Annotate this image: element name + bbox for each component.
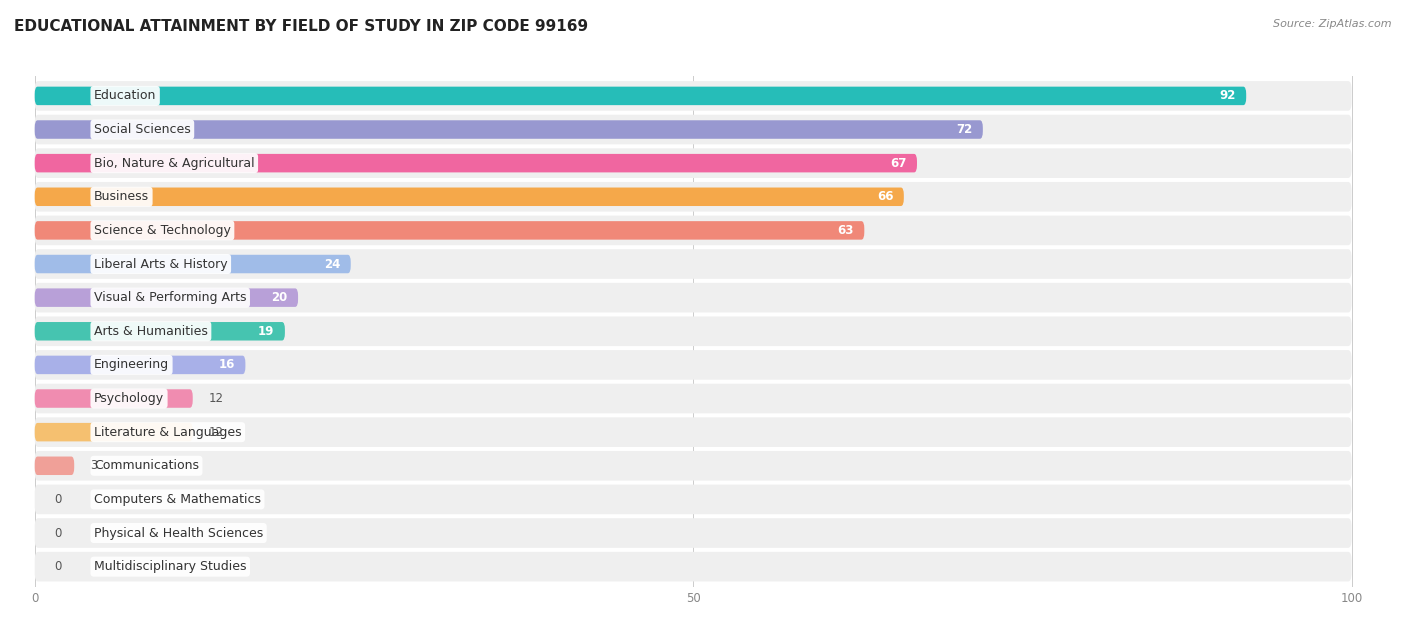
FancyBboxPatch shape	[35, 154, 917, 172]
Text: Bio, Nature & Agricultural: Bio, Nature & Agricultural	[94, 156, 254, 170]
Text: Business: Business	[94, 191, 149, 203]
FancyBboxPatch shape	[35, 389, 193, 408]
Text: Engineering: Engineering	[94, 358, 169, 372]
Text: 72: 72	[956, 123, 973, 136]
Text: Science & Technology: Science & Technology	[94, 224, 231, 237]
FancyBboxPatch shape	[35, 317, 1351, 346]
Text: 19: 19	[257, 325, 274, 338]
FancyBboxPatch shape	[35, 451, 1351, 481]
FancyBboxPatch shape	[35, 552, 1351, 581]
FancyBboxPatch shape	[35, 255, 350, 273]
Text: Multidisciplinary Studies: Multidisciplinary Studies	[94, 560, 246, 573]
Text: 0: 0	[55, 526, 62, 540]
FancyBboxPatch shape	[35, 148, 1351, 178]
FancyBboxPatch shape	[35, 288, 298, 307]
Text: Source: ZipAtlas.com: Source: ZipAtlas.com	[1274, 19, 1392, 29]
Text: 92: 92	[1219, 90, 1236, 102]
Text: 12: 12	[208, 392, 224, 405]
Text: 67: 67	[890, 156, 907, 170]
Text: Liberal Arts & History: Liberal Arts & History	[94, 257, 228, 271]
FancyBboxPatch shape	[35, 384, 1351, 413]
Text: 0: 0	[55, 493, 62, 506]
Text: Psychology: Psychology	[94, 392, 165, 405]
FancyBboxPatch shape	[35, 121, 983, 139]
FancyBboxPatch shape	[35, 356, 246, 374]
Text: Education: Education	[94, 90, 156, 102]
FancyBboxPatch shape	[35, 518, 1351, 548]
Text: 66: 66	[877, 191, 893, 203]
Text: 12: 12	[208, 426, 224, 439]
FancyBboxPatch shape	[35, 182, 1351, 211]
FancyBboxPatch shape	[35, 417, 1351, 447]
FancyBboxPatch shape	[35, 283, 1351, 312]
FancyBboxPatch shape	[35, 221, 865, 240]
FancyBboxPatch shape	[35, 187, 904, 206]
FancyBboxPatch shape	[35, 115, 1351, 144]
Text: EDUCATIONAL ATTAINMENT BY FIELD OF STUDY IN ZIP CODE 99169: EDUCATIONAL ATTAINMENT BY FIELD OF STUDY…	[14, 19, 588, 34]
Text: 0: 0	[55, 560, 62, 573]
FancyBboxPatch shape	[35, 249, 1351, 279]
Text: 16: 16	[218, 358, 235, 372]
FancyBboxPatch shape	[35, 423, 193, 442]
Text: Computers & Mathematics: Computers & Mathematics	[94, 493, 262, 506]
Text: Visual & Performing Arts: Visual & Performing Arts	[94, 291, 246, 304]
Text: Social Sciences: Social Sciences	[94, 123, 191, 136]
Text: Arts & Humanities: Arts & Humanities	[94, 325, 208, 338]
Text: 20: 20	[271, 291, 288, 304]
FancyBboxPatch shape	[35, 350, 1351, 380]
Text: Physical & Health Sciences: Physical & Health Sciences	[94, 526, 263, 540]
Text: 24: 24	[323, 257, 340, 271]
Text: Communications: Communications	[94, 459, 200, 472]
Text: 3: 3	[90, 459, 97, 472]
FancyBboxPatch shape	[35, 86, 1246, 105]
Text: 63: 63	[838, 224, 853, 237]
FancyBboxPatch shape	[35, 485, 1351, 514]
FancyBboxPatch shape	[35, 216, 1351, 245]
FancyBboxPatch shape	[35, 322, 285, 341]
Text: Literature & Languages: Literature & Languages	[94, 426, 242, 439]
FancyBboxPatch shape	[35, 457, 75, 475]
FancyBboxPatch shape	[35, 81, 1351, 110]
